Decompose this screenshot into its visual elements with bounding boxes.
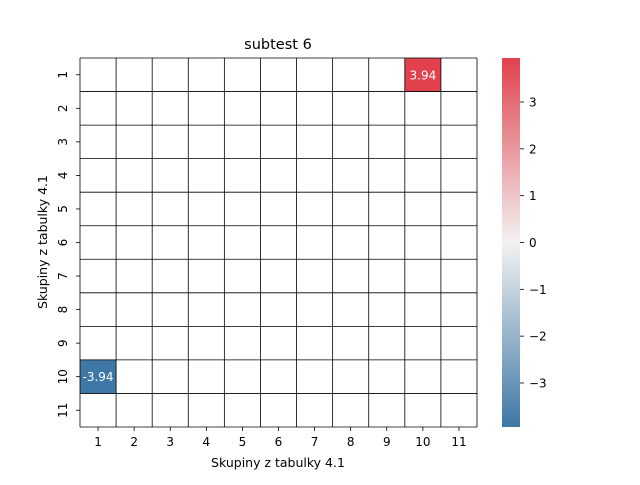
heatmap-cell (80, 359, 117, 394)
x-tick-label: 5 (239, 435, 247, 449)
heatmap-grid (79, 57, 478, 428)
y-tick-label: 2 (56, 104, 70, 112)
y-tick-label: 7 (56, 272, 70, 280)
colorbar-tick-label: 3 (529, 96, 537, 110)
colorbar-tick-label: −1 (529, 283, 547, 297)
y-tick-label: 8 (56, 306, 70, 314)
colorbar-tick-label: −2 (529, 330, 547, 344)
y-tick-label: 6 (56, 239, 70, 247)
x-tick-label: 10 (415, 435, 430, 449)
colorbar-gradient (502, 58, 520, 427)
cell-value-label: 3.94 (410, 68, 437, 82)
colorbar-tick-label: 2 (529, 142, 537, 156)
y-tick-label: 3 (56, 138, 70, 146)
y-tick-label: 10 (56, 369, 70, 384)
y-tick-label: 5 (56, 205, 70, 213)
cell-value-label: -3.94 (83, 370, 114, 384)
x-tick-label: 6 (275, 435, 283, 449)
y-axis: 1 2 3 4 5 6 7 8 9 10 11 (56, 71, 80, 418)
x-tick-label: 1 (94, 435, 102, 449)
heatmap-cells: 3.94 -3.94 (80, 58, 441, 394)
x-tick-label: 8 (347, 435, 355, 449)
x-axis-label: Skupiny z tabulky 4.1 (211, 455, 345, 470)
x-tick-label: 4 (202, 435, 210, 449)
y-tick-label: 9 (56, 339, 70, 347)
chart-title: subtest 6 (244, 37, 312, 53)
heatmap-cell (404, 58, 441, 92)
colorbar: 3 2 1 0 −1 −2 −3 (502, 58, 547, 427)
y-tick-label: 11 (56, 403, 70, 418)
colorbar-tick-label: 0 (529, 236, 537, 250)
colorbar-tick-label: −3 (529, 376, 547, 390)
colorbar-tick-label: 1 (529, 189, 537, 203)
x-axis: 1 2 3 4 5 6 7 8 9 10 11 (94, 427, 467, 449)
y-axis-label: Skupiny z tabulky 4.1 (35, 175, 50, 309)
y-tick-label: 4 (56, 172, 70, 180)
x-tick-label: 2 (130, 435, 138, 449)
x-tick-label: 9 (383, 435, 391, 449)
x-tick-label: 11 (451, 435, 466, 449)
x-tick-label: 3 (166, 435, 174, 449)
x-tick-label: 7 (311, 435, 319, 449)
y-tick-label: 1 (56, 71, 70, 79)
